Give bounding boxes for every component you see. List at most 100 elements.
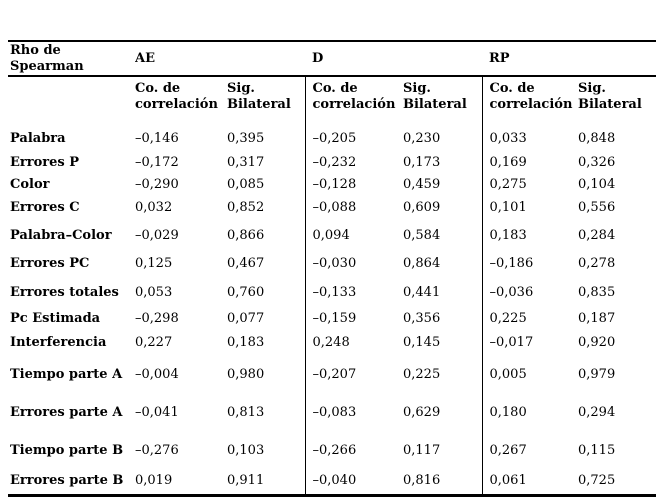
cell-value: 0,609 <box>403 200 441 216</box>
cell-value: –0,088 <box>304 195 403 221</box>
row-label: Interferencia <box>10 335 107 351</box>
cell-value: –0,207 <box>304 356 403 393</box>
cell-value: 0,979 <box>578 366 616 382</box>
cell-value: 0,441 <box>403 284 441 300</box>
subheader-empty-corner <box>8 76 135 126</box>
group-header-d: D <box>305 41 482 77</box>
cell-value: –0,298 <box>135 310 179 326</box>
subheader-sig-bilateral: Sig. Bilateral <box>403 81 467 112</box>
row-label: Color <box>10 177 50 193</box>
cell-value: 0,556 <box>578 200 616 216</box>
spearman-correlation-table: Rho de Spearman AE D RP Co. de correlaci… <box>8 40 656 497</box>
cell-value: 0,117 <box>403 442 441 458</box>
cell-value: 0,183 <box>481 221 578 250</box>
cell-value: –0,040 <box>304 469 403 495</box>
table-row: Errores parte A –0,041 0,813 –0,083 0,629 0,1… <box>8 393 656 432</box>
cell-value: 0,225 <box>403 366 441 382</box>
cell-value: –0,146 <box>135 130 179 146</box>
subheader-row: Co. de correlación Sig. Bilateral Co. de c… <box>8 76 656 126</box>
table-row: Errores parte B 0,019 0,911 –0,040 0,816 0,06… <box>8 469 656 495</box>
subheader-sig-bilateral: Sig. Bilateral <box>578 81 642 112</box>
table-row: Errores C 0,032 0,852 –0,088 0,609 0,101 0,556 <box>8 195 656 221</box>
subheader-co-correlacion: Co. de correlación <box>135 81 218 112</box>
cell-value: –0,205 <box>304 126 403 151</box>
cell-value: 0,816 <box>403 473 441 489</box>
cell-value: –0,041 <box>135 404 179 420</box>
cell-value: –0,030 <box>304 250 403 278</box>
cell-value: 0,103 <box>227 442 265 458</box>
cell-value: –0,232 <box>304 151 403 175</box>
table-header: Rho de Spearman AE D RP Co. de correlaci… <box>8 41 656 126</box>
cell-value: 0,294 <box>578 404 616 420</box>
cell-value: 0,180 <box>481 393 578 432</box>
row-label: Errores P <box>10 155 80 171</box>
cell-value: 0,267 <box>481 432 578 469</box>
cell-value: 0,980 <box>227 366 265 382</box>
cell-value: 0,584 <box>403 227 441 243</box>
cell-value: –0,083 <box>304 393 403 432</box>
cell-value: 0,866 <box>227 227 265 243</box>
cell-value: –0,276 <box>135 442 179 458</box>
cell-value: 0,317 <box>227 155 265 171</box>
row-label: Palabra–Color <box>10 227 112 243</box>
cell-value: 0,395 <box>227 130 265 146</box>
cell-value: 0,019 <box>135 473 173 489</box>
row-label: Errores totales <box>10 284 119 300</box>
cell-value: 0,227 <box>135 335 173 351</box>
cell-value: 0,813 <box>227 404 265 420</box>
cell-value: 0,033 <box>481 126 578 151</box>
cell-value: 0,920 <box>578 335 616 351</box>
cell-value: –0,290 <box>135 177 179 193</box>
table-row: Tiempo parte A –0,004 0,980 –0,207 0,225 0,00… <box>8 356 656 393</box>
cell-value: 0,187 <box>578 310 616 326</box>
cell-value: 0,725 <box>578 473 616 489</box>
cell-value: 0,848 <box>578 130 616 146</box>
cell-value: 0,467 <box>227 256 265 272</box>
cell-value: 0,115 <box>578 442 616 458</box>
table-row: Errores totales 0,053 0,760 –0,133 0,441 –0,0… <box>8 278 656 307</box>
cell-value: –0,017 <box>481 330 578 356</box>
cell-value: 0,278 <box>578 256 616 272</box>
cell-value: 0,173 <box>403 155 441 171</box>
group-header-rp: RP <box>482 41 656 77</box>
cell-value: 0,835 <box>578 284 616 300</box>
cell-value: 0,032 <box>135 200 173 216</box>
subheader-co-correlacion: Co. de correlación <box>481 76 578 126</box>
cell-value: –0,159 <box>304 307 403 330</box>
table-corner-label: Rho de Spearman <box>8 41 135 77</box>
cell-value: 0,085 <box>227 177 265 193</box>
table-row: Interferencia 0,227 0,183 0,248 0,145 –0,017 0… <box>8 330 656 356</box>
cell-value: 0,248 <box>304 330 403 356</box>
cell-value: 0,225 <box>481 307 578 330</box>
cell-value: 0,326 <box>578 155 616 171</box>
cell-value: 0,629 <box>403 404 441 420</box>
row-label: Errores PC <box>10 256 90 272</box>
row-label: Pc Estimada <box>10 310 101 326</box>
cell-value: 0,356 <box>403 310 441 326</box>
table-row: Color –0,290 0,085 –0,128 0,459 0,275 0,104 <box>8 175 656 195</box>
cell-value: –0,172 <box>135 155 179 171</box>
cell-value: 0,061 <box>481 469 578 495</box>
table-row: Errores PC 0,125 0,467 –0,030 0,864 –0,186 0,2… <box>8 250 656 278</box>
group-header-ae: AE <box>135 41 305 77</box>
cell-value: 0,101 <box>481 195 578 221</box>
cell-value: 0,169 <box>481 151 578 175</box>
cell-value: 0,094 <box>304 221 403 250</box>
row-label: Tiempo parte A <box>10 366 123 382</box>
table-row: Pc Estimada –0,298 0,077 –0,159 0,356 0,225 0,… <box>8 307 656 330</box>
table-row: Palabra–Color –0,029 0,866 0,094 0,584 0,183 0… <box>8 221 656 250</box>
row-label: Tiempo parte B <box>10 442 124 458</box>
cell-value: 0,230 <box>403 130 441 146</box>
cell-value: –0,186 <box>481 250 578 278</box>
cell-value: 0,125 <box>135 256 173 272</box>
cell-value: –0,128 <box>304 175 403 195</box>
cell-value: –0,133 <box>304 278 403 307</box>
cell-value: 0,760 <box>227 284 265 300</box>
table-row: Tiempo parte B –0,276 0,103 –0,266 0,117 0,26… <box>8 432 656 469</box>
cell-value: 0,145 <box>403 335 441 351</box>
row-label: Errores C <box>10 200 80 216</box>
cell-value: 0,459 <box>403 177 441 193</box>
subheader-sig-bilateral: Sig. Bilateral <box>227 81 291 112</box>
cell-value: –0,266 <box>304 432 403 469</box>
